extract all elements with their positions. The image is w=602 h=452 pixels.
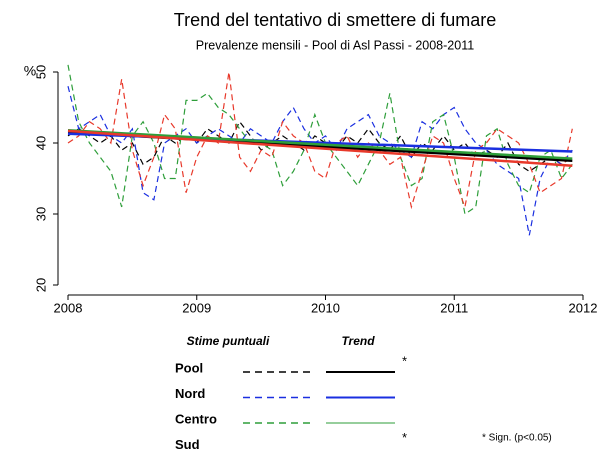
y-axis-label: %: [24, 63, 36, 79]
x-tick-label: 2011: [440, 300, 468, 315]
legend-label: Nord: [175, 386, 205, 401]
legend-label: Centro: [175, 411, 217, 426]
data-line: [67, 64, 573, 215]
trend-line: [67, 128, 573, 160]
trend-line: [67, 129, 573, 167]
legend-label: Sud: [175, 437, 200, 452]
legend-label: Pool: [175, 360, 203, 375]
x-tick-label: 2010: [311, 300, 340, 315]
x-tick-label: 2008: [54, 300, 83, 315]
y-tick-label: 40: [33, 136, 48, 150]
data-line: [67, 120, 573, 173]
data-line: [67, 71, 573, 210]
legend-header: Stime puntuali: [187, 334, 270, 348]
y-tick-label: 50: [33, 65, 48, 79]
data-line: [67, 86, 573, 236]
chart-subtitle: Prevalenze mensili - Pool di Asl Passi -…: [196, 38, 474, 52]
x-tick-label: 2009: [182, 300, 211, 315]
legend-header: Trend: [341, 334, 375, 348]
y-tick-label: 20: [33, 278, 48, 292]
significance-mark: *: [402, 430, 407, 445]
x-tick-label: 2012: [569, 300, 598, 315]
chart-title: Trend del tentativo di smettere di fumar…: [174, 10, 497, 30]
significance-mark: *: [402, 353, 407, 368]
note: * Sign. (p<0.05): [482, 433, 552, 444]
y-tick-label: 30: [33, 207, 48, 221]
